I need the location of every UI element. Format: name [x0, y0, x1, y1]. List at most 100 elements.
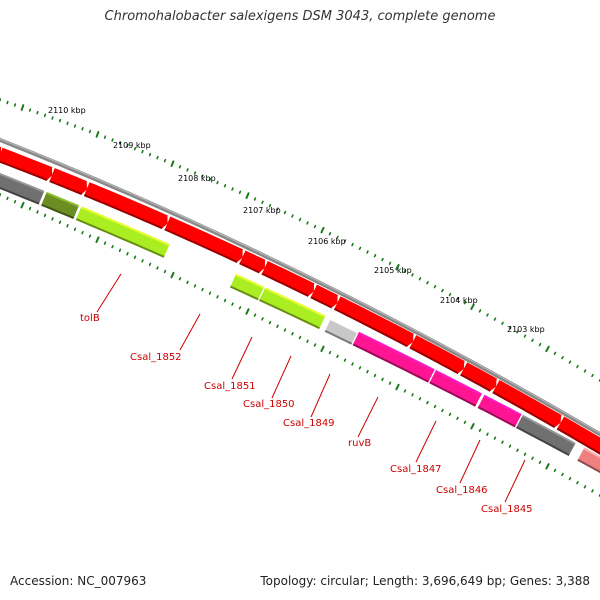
outer-minor-tick: [118, 141, 122, 145]
forward-gene-13-shadow: [556, 427, 600, 455]
outer-minor-tick: [223, 184, 227, 188]
outer-minor-tick: [36, 110, 39, 115]
outer-minor-tick: [178, 165, 182, 169]
outer-minor-tick: [13, 103, 17, 107]
inner-minor-tick: [388, 381, 392, 385]
reverse-gene-1-highlight: [0, 172, 45, 193]
leader-line-3: [231, 336, 253, 380]
inner-major-tick: [20, 201, 25, 209]
inner-minor-tick: [583, 485, 587, 489]
outer-minor-tick: [538, 342, 542, 347]
reverse-gene-10-body: [516, 415, 576, 456]
forward-gene-2-highlight: [1, 147, 53, 169]
inner-minor-tick: [568, 476, 572, 481]
inner-major-tick: [395, 383, 400, 391]
reverse-gene-8: [429, 369, 483, 407]
reverse-gene-10: [515, 414, 576, 457]
leader-line-9: [504, 459, 526, 503]
inner-minor-tick: [133, 255, 137, 259]
leader-line-8: [459, 439, 481, 484]
forward-gene-7-shadow: [261, 272, 309, 297]
inner-minor-tick: [231, 302, 234, 306]
kbp-label: 2108 kbp: [178, 174, 216, 183]
inner-minor-tick: [193, 284, 197, 288]
reverse-gene-6: [324, 318, 358, 345]
inner-minor-tick: [6, 196, 9, 201]
reverse-gene-3-shadow: [75, 218, 165, 258]
inner-minor-tick: [28, 206, 32, 211]
outer-major-tick: [20, 104, 25, 111]
outer-minor-tick: [66, 121, 69, 126]
outer-minor-tick: [426, 281, 429, 285]
forward-gene-6-highlight: [244, 250, 266, 262]
inner-minor-tick: [336, 354, 339, 359]
outer-minor-tick: [186, 168, 189, 172]
outer-minor-tick: [433, 284, 437, 289]
inner-minor-tick: [418, 397, 422, 401]
gene-label-csal-1849: Csal_1849: [283, 418, 335, 429]
forward-gene-12-body: [492, 380, 562, 428]
reverse-gene-6-highlight: [330, 318, 358, 333]
forward-gene-4-highlight: [88, 182, 168, 218]
forward-gene-3-highlight: [54, 168, 88, 184]
inner-minor-tick: [358, 366, 362, 370]
inner-major-tick: [545, 463, 550, 470]
forward-gene-5-shadow: [164, 228, 238, 263]
reverse-gene-2-body: [41, 192, 79, 219]
reverse-gene-4-body: [230, 274, 264, 300]
reverse-gene-8-body: [429, 370, 482, 406]
reverse-gene-9-shadow: [477, 406, 516, 428]
inner-minor-tick: [208, 291, 212, 295]
outer-minor-tick: [201, 174, 204, 178]
inner-minor-tick: [111, 244, 114, 249]
inner-minor-tick: [36, 210, 39, 214]
inner-major-tick: [170, 271, 175, 279]
inner-minor-tick: [268, 320, 272, 325]
leader-line-4: [271, 355, 292, 399]
outer-minor-tick: [231, 187, 234, 191]
inner-minor-tick: [313, 343, 317, 347]
reverse-gene-10-shadow: [515, 426, 570, 457]
forward-strand-genes: [0, 146, 600, 455]
gene-label-tolB: tolB: [80, 313, 100, 324]
kbp-label: 2105 kbp: [374, 266, 412, 275]
inner-minor-tick: [591, 489, 594, 493]
map-title: Chromohalobacter salexigens DSM 3043, co…: [104, 9, 496, 24]
inner-minor-tick: [51, 217, 54, 221]
inner-minor-tick: [81, 230, 84, 235]
inner-minor-tick: [186, 280, 189, 285]
outer-minor-tick: [283, 210, 287, 215]
outer-minor-tick: [388, 261, 392, 266]
forward-gene-7-body: [261, 261, 315, 297]
outer-minor-tick: [111, 138, 114, 142]
outer-minor-tick: [583, 369, 587, 373]
gene-label-csal-1851: Csal_1851: [204, 381, 256, 392]
outer-tick-dots: [0, 98, 600, 382]
outer-major-tick: [320, 226, 325, 234]
backbone-line: [0, 137, 600, 437]
gene-label-csal-1845: Csal_1845: [481, 504, 533, 515]
reverse-gene-1-body: [0, 173, 44, 204]
outer-minor-tick: [238, 190, 242, 195]
genome-backbone: [0, 137, 600, 437]
forward-gene-12-shadow: [492, 391, 556, 429]
forward-gene-2: [0, 147, 53, 182]
reverse-gene-5-highlight: [264, 287, 326, 318]
outer-minor-tick: [208, 177, 212, 182]
outer-minor-tick: [291, 214, 294, 218]
genome-stats-text: Topology: circular; Length: 3,696,649 bp…: [260, 574, 590, 588]
reverse-gene-4-highlight: [235, 273, 265, 289]
kbp-label: 2104 kbp: [440, 296, 478, 305]
outer-major-tick: [170, 160, 175, 168]
forward-gene-12: [492, 379, 562, 429]
reverse-gene-9-body: [478, 395, 522, 427]
outer-minor-tick: [141, 149, 144, 154]
outer-minor-tick: [193, 171, 197, 175]
outer-major-tick: [470, 303, 475, 310]
inner-minor-tick: [43, 213, 47, 218]
gene-label-csal-1847: Csal_1847: [390, 464, 442, 475]
reverse-gene-8-shadow: [429, 381, 477, 407]
reverse-gene-3-highlight: [80, 206, 170, 246]
kbp-label: 2107 kbp: [243, 206, 281, 215]
inner-minor-tick: [178, 276, 182, 281]
